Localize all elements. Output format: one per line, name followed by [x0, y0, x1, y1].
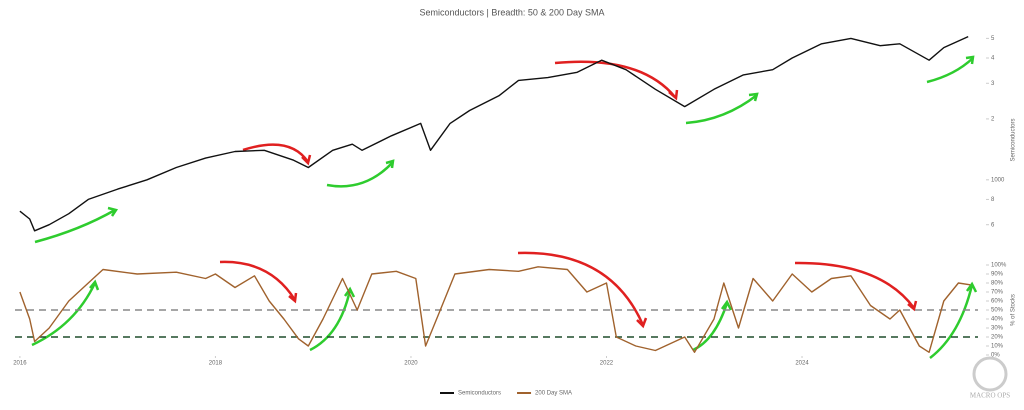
- y-tick-label: 10%: [991, 344, 1004, 350]
- data-line: [19, 266, 971, 353]
- y-tick-label: 60%: [991, 299, 1004, 305]
- y-tick-label: 20%: [991, 335, 1004, 341]
- y-tick-label: 40%: [991, 317, 1004, 323]
- x-tick-label: 2020: [404, 361, 418, 367]
- x-tick-label: 2022: [600, 361, 614, 367]
- x-tick-label: 2024: [795, 361, 809, 367]
- y-tick-label: 70%: [991, 290, 1004, 296]
- x-tick-label: 2018: [209, 361, 223, 367]
- legend-label: 200 Day SMA: [535, 391, 572, 397]
- x-tick-label: 2016: [13, 361, 27, 367]
- y-tick-label: 50%: [991, 308, 1004, 314]
- logo: MACRO OPS: [970, 392, 1010, 400]
- y-tick-label: 1000: [991, 177, 1005, 183]
- y-tick-label: 3: [991, 81, 995, 87]
- y-tick-label: 2: [991, 116, 995, 122]
- legend-label: Semiconductors: [458, 391, 501, 397]
- y-axis-label: Semiconductors: [1011, 118, 1017, 161]
- y-axis-label: % of Stocks: [1011, 294, 1017, 326]
- y-tick-label: 80%: [991, 281, 1004, 287]
- data-line: [19, 35, 969, 232]
- y-tick-label: 4: [991, 56, 995, 62]
- y-tick-label: 100%: [991, 263, 1007, 269]
- y-tick-label: 90%: [991, 272, 1004, 278]
- y-tick-label: 0%: [991, 353, 1000, 359]
- annotation-arrows: [31, 55, 978, 359]
- y-tick-label: 30%: [991, 326, 1004, 332]
- y-tick-label: 8: [991, 197, 995, 203]
- y-tick-label: 5: [991, 36, 995, 42]
- y-tick-label: 6: [991, 222, 995, 228]
- chart-title: Semiconductors | Breadth: 50 & 200 Day S…: [420, 7, 605, 17]
- logo-mark: [972, 356, 1008, 392]
